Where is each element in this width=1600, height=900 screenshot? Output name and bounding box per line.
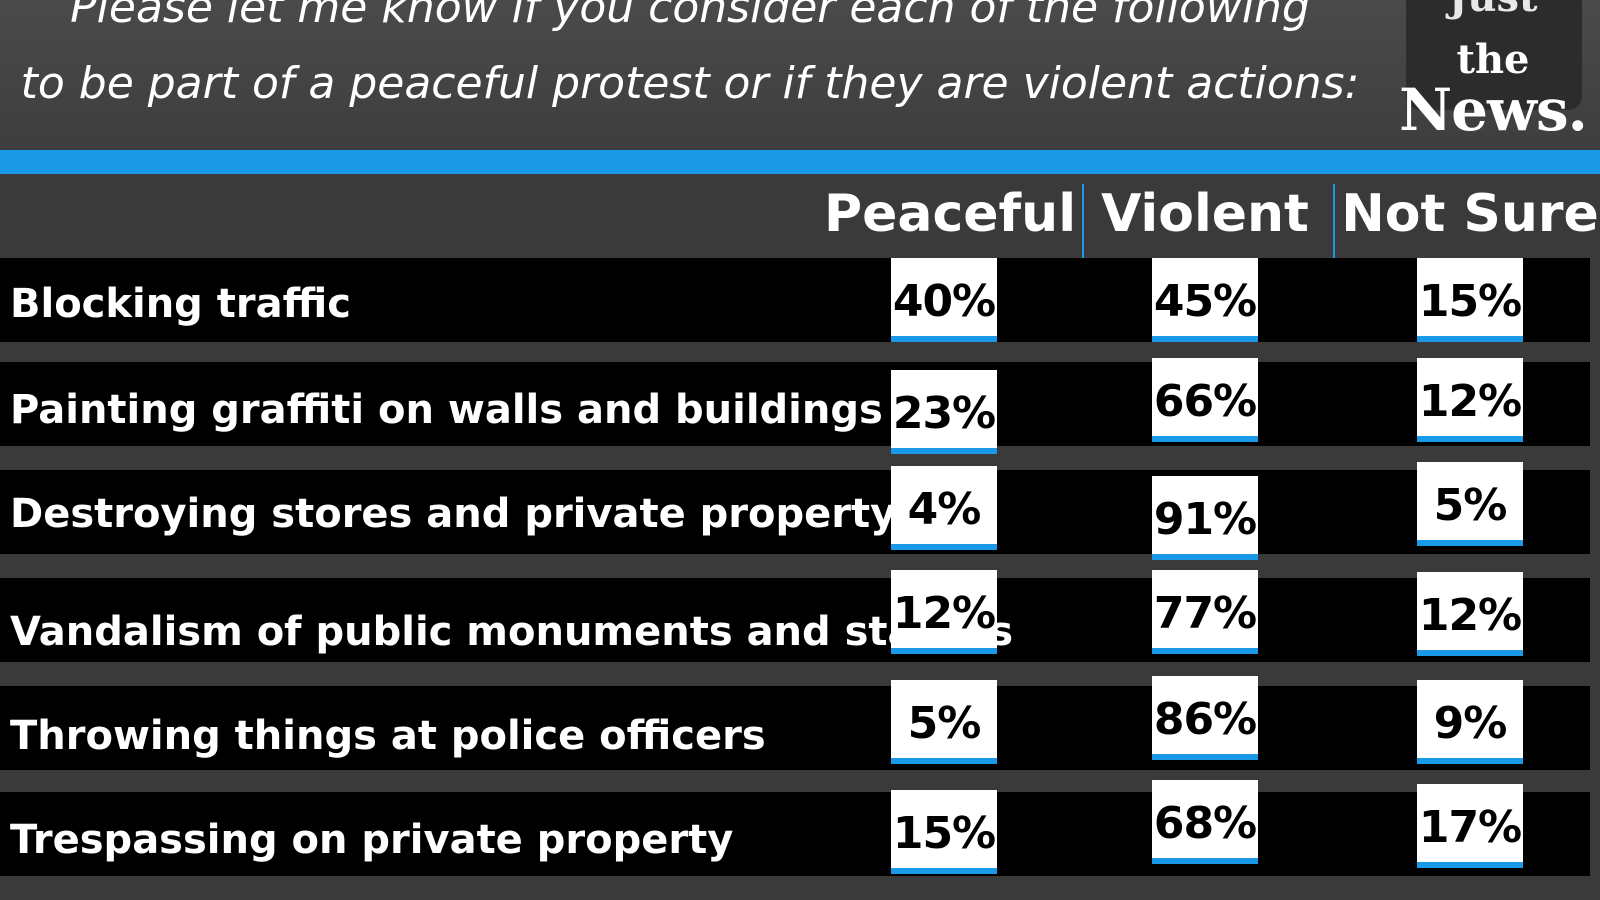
value-cell-violent: 86% xyxy=(1152,676,1258,760)
column-divider xyxy=(1333,184,1335,258)
question-line-1: Please let me know if you consider each … xyxy=(70,0,1310,33)
value-cell-not-sure: 12% xyxy=(1417,358,1523,442)
column-header-not-sure: Not Sure xyxy=(1341,184,1599,244)
row-label: Destroying stores and private property xyxy=(10,491,897,537)
column-header-violent: Violent xyxy=(1101,184,1309,244)
table-row: Destroying stores and private property 4%… xyxy=(0,462,1590,560)
value-cell-peaceful: 15% xyxy=(891,790,997,874)
table-row: Vandalism of public monuments and statue… xyxy=(0,570,1590,662)
table-row: Blocking traffic 40% 45% 15% xyxy=(0,258,1590,342)
value-cell-violent: 77% xyxy=(1152,570,1258,654)
value-cell-not-sure: 15% xyxy=(1417,258,1523,342)
row-label: Blocking traffic xyxy=(10,281,351,327)
row-label: Throwing things at police officers xyxy=(10,713,766,759)
column-divider xyxy=(1082,184,1084,258)
value-cell-peaceful: 5% xyxy=(891,680,997,764)
value-cell-violent: 68% xyxy=(1152,780,1258,864)
table-row: Painting graffiti on walls and buildings… xyxy=(0,358,1590,454)
row-label: Vandalism of public monuments and statue… xyxy=(10,609,1014,655)
logo-word-just: Just xyxy=(1386,0,1600,21)
logo-word-the: the xyxy=(1456,36,1530,83)
value-cell-peaceful: 40% xyxy=(891,258,997,342)
value-cell-violent: 45% xyxy=(1152,258,1258,342)
table-row: Trespassing on private property 15% 68% 17% xyxy=(0,780,1590,876)
logo-dome-icon xyxy=(1406,0,1582,110)
value-cell-peaceful: 4% xyxy=(891,466,997,550)
just-the-news-logo: Just the News. xyxy=(1386,0,1600,148)
value-cell-not-sure: 5% xyxy=(1417,462,1523,546)
row-label: Trespassing on private property xyxy=(10,817,734,863)
value-cell-peaceful: 12% xyxy=(891,570,997,654)
accent-bar xyxy=(0,150,1600,174)
header-banner: Please let me know if you consider each … xyxy=(0,0,1600,148)
value-cell-violent: 66% xyxy=(1152,358,1258,442)
value-cell-not-sure: 9% xyxy=(1417,680,1523,764)
value-cell-not-sure: 17% xyxy=(1417,784,1523,868)
value-cell-peaceful: 23% xyxy=(891,370,997,454)
column-header-peaceful: Peaceful xyxy=(824,184,1077,244)
row-label: Painting graffiti on walls and buildings xyxy=(10,387,883,433)
value-cell-violent: 91% xyxy=(1152,476,1258,560)
value-cell-not-sure: 12% xyxy=(1417,572,1523,656)
table-row: Throwing things at police officers 5% 86% 9… xyxy=(0,676,1590,770)
question-line-2: to be part of a peaceful protest or if t… xyxy=(20,58,1360,109)
logo-word-news: News. xyxy=(1399,76,1588,144)
